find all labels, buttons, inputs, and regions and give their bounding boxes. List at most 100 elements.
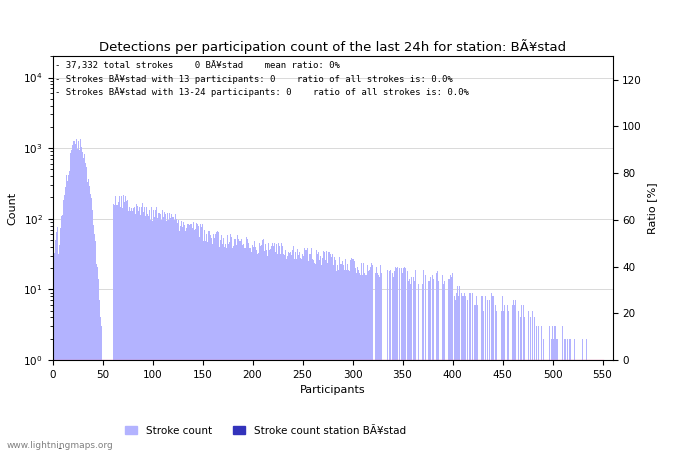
Bar bbox=[124, 202, 125, 450]
Bar bbox=[444, 281, 445, 450]
Bar bbox=[344, 270, 345, 450]
Bar bbox=[260, 246, 261, 450]
Bar bbox=[150, 220, 151, 450]
Bar bbox=[204, 230, 205, 450]
Bar bbox=[594, 360, 595, 450]
Bar bbox=[74, 141, 75, 450]
Bar bbox=[170, 218, 171, 450]
Bar bbox=[401, 268, 402, 450]
Bar bbox=[350, 260, 351, 450]
Bar bbox=[154, 217, 155, 450]
Bar bbox=[259, 243, 260, 450]
Bar bbox=[355, 268, 356, 450]
Bar bbox=[305, 250, 306, 450]
Bar bbox=[549, 326, 550, 450]
Bar bbox=[587, 360, 588, 450]
Bar bbox=[144, 207, 145, 450]
Bar bbox=[284, 255, 285, 450]
Bar bbox=[290, 252, 291, 450]
Bar bbox=[85, 163, 86, 450]
Bar bbox=[567, 339, 568, 450]
Bar bbox=[354, 261, 355, 450]
Bar bbox=[521, 305, 522, 450]
Bar bbox=[469, 292, 470, 450]
Bar bbox=[379, 277, 380, 450]
Bar bbox=[58, 254, 59, 450]
Bar bbox=[219, 247, 220, 450]
Bar bbox=[197, 225, 198, 450]
Bar bbox=[389, 271, 390, 450]
Bar bbox=[235, 239, 236, 450]
Bar bbox=[346, 270, 347, 450]
Bar bbox=[175, 215, 176, 450]
Bar bbox=[370, 266, 371, 450]
Bar bbox=[459, 287, 460, 450]
Bar bbox=[395, 266, 396, 450]
Bar bbox=[128, 212, 129, 450]
Bar bbox=[98, 279, 99, 450]
Bar bbox=[166, 220, 167, 450]
Bar bbox=[507, 305, 508, 450]
Bar bbox=[532, 310, 533, 450]
Bar bbox=[340, 264, 341, 450]
Bar bbox=[164, 212, 165, 450]
Bar bbox=[236, 245, 237, 450]
Bar bbox=[281, 243, 282, 450]
Bar bbox=[432, 275, 433, 450]
Bar bbox=[71, 150, 72, 450]
Y-axis label: Ratio [%]: Ratio [%] bbox=[648, 182, 657, 234]
Bar bbox=[99, 300, 100, 450]
Bar bbox=[115, 196, 116, 450]
Bar bbox=[134, 207, 135, 450]
Bar bbox=[313, 260, 314, 450]
Bar bbox=[413, 277, 414, 450]
Bar bbox=[298, 255, 299, 450]
Bar bbox=[299, 252, 300, 450]
Bar bbox=[93, 225, 94, 450]
Bar bbox=[534, 318, 535, 450]
Stroke ratio station BÃ¥stad bbox=[532, 357, 540, 363]
Bar bbox=[302, 254, 303, 450]
Bar bbox=[162, 210, 163, 450]
Bar bbox=[409, 279, 410, 450]
Bar bbox=[368, 271, 369, 450]
Bar bbox=[157, 218, 158, 450]
Bar bbox=[163, 217, 164, 450]
Bar bbox=[339, 256, 340, 450]
Bar bbox=[330, 254, 331, 450]
Stroke ratio station BÃ¥stad bbox=[598, 357, 607, 363]
Bar bbox=[146, 207, 147, 450]
Bar bbox=[207, 242, 208, 450]
Bar bbox=[407, 271, 408, 450]
Bar bbox=[464, 292, 465, 450]
Bar bbox=[102, 360, 103, 450]
Bar bbox=[88, 179, 89, 450]
Bar bbox=[258, 253, 259, 450]
Bar bbox=[226, 248, 227, 450]
Bar bbox=[599, 360, 600, 450]
Bar bbox=[221, 235, 222, 450]
Bar bbox=[515, 300, 516, 450]
Bar bbox=[285, 250, 286, 450]
Bar bbox=[319, 260, 320, 450]
Bar bbox=[405, 268, 406, 450]
Bar bbox=[239, 241, 240, 450]
Bar bbox=[136, 203, 137, 450]
Bar bbox=[359, 273, 360, 450]
Stroke ratio station BÃ¥stad bbox=[533, 357, 542, 363]
Bar bbox=[86, 167, 87, 450]
Bar bbox=[323, 251, 324, 450]
Bar bbox=[182, 227, 183, 450]
Bar bbox=[349, 271, 350, 450]
Bar bbox=[538, 326, 539, 450]
Bar bbox=[309, 254, 310, 450]
Bar bbox=[380, 265, 381, 450]
Bar bbox=[300, 258, 301, 450]
Bar bbox=[264, 251, 265, 450]
Bar bbox=[588, 360, 589, 450]
Bar bbox=[322, 258, 323, 450]
Bar bbox=[418, 284, 419, 450]
Bar bbox=[283, 254, 284, 450]
Bar bbox=[54, 253, 55, 450]
Bar bbox=[269, 250, 270, 450]
